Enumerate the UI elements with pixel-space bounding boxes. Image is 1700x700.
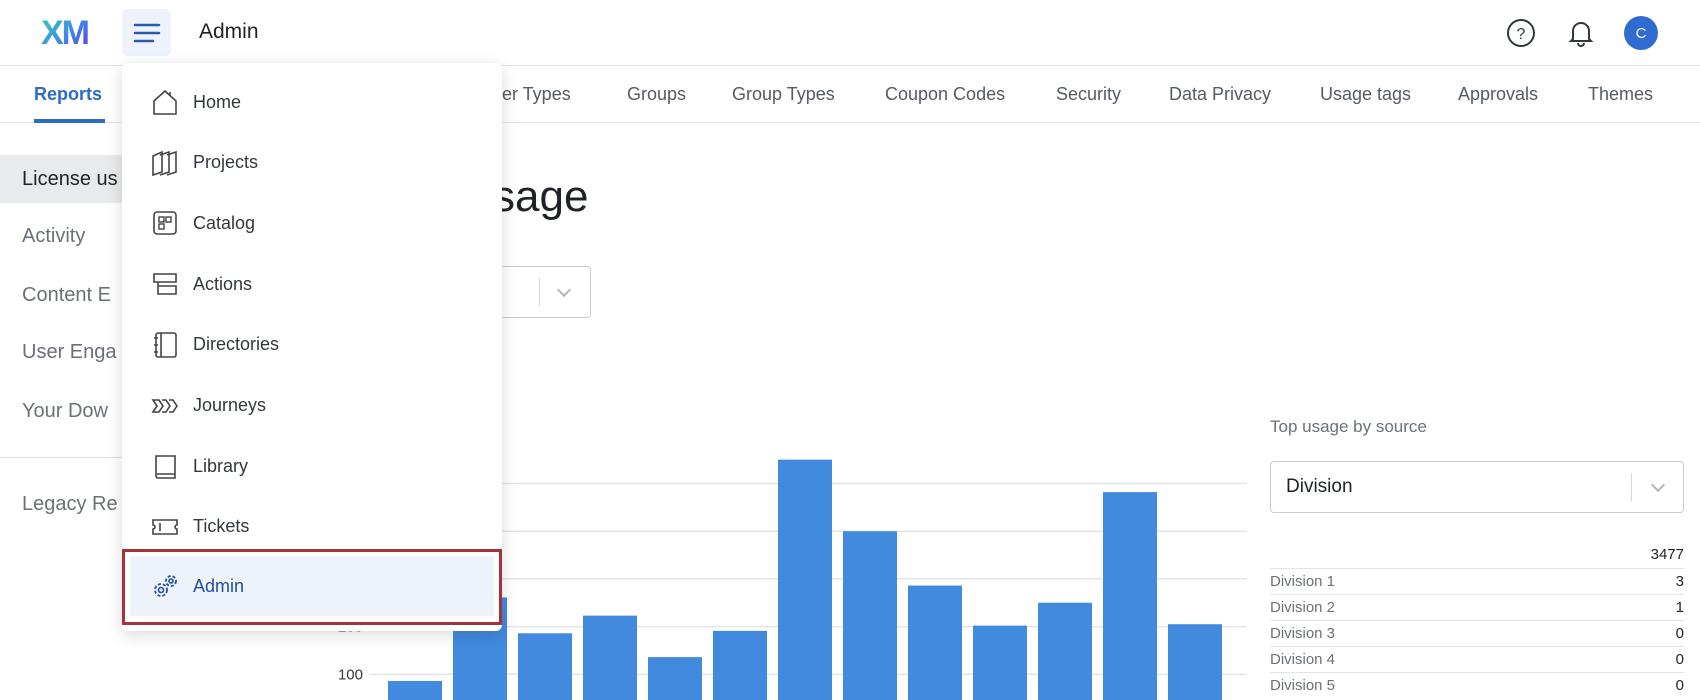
- row-name: Division 5: [1270, 677, 1336, 694]
- menu-button[interactable]: [122, 9, 171, 56]
- menu-item-admin[interactable]: Admin: [130, 556, 494, 616]
- catalog-icon: [153, 211, 177, 236]
- table-row: Division 5 0: [1270, 672, 1684, 698]
- bar[interactable]: [713, 630, 767, 700]
- bar[interactable]: [388, 680, 442, 700]
- menu-item-label: Library: [193, 455, 249, 476]
- tab-data-privacy[interactable]: Data Privacy: [1169, 84, 1272, 104]
- dropdown-separator: [1631, 473, 1632, 501]
- menu-item-label: Admin: [193, 575, 245, 596]
- tab-usage-tags[interactable]: Usage tags: [1320, 84, 1412, 104]
- usage-table: 3477 Division 1 3 Division 2 1 Division 3 0 Di…: [1270, 546, 1684, 698]
- app-title: Admin: [199, 20, 259, 43]
- top-usage-label: Top usage by source: [1270, 417, 1427, 436]
- menu-item-label: Home: [193, 91, 242, 112]
- tab-coupon-codes[interactable]: Coupon Codes: [885, 84, 1006, 104]
- tab-security[interactable]: Security: [1056, 84, 1122, 104]
- bar[interactable]: [843, 531, 897, 700]
- tab-themes[interactable]: Themes: [1588, 84, 1654, 104]
- chevron-down-icon: [1650, 477, 1666, 493]
- chevron-down-icon: [556, 282, 572, 298]
- bar[interactable]: [648, 657, 702, 700]
- tab-groups[interactable]: Groups: [627, 84, 687, 104]
- row-value: 3: [1675, 573, 1684, 590]
- tab-approvals[interactable]: Approvals: [1458, 84, 1539, 104]
- menu-icon: [133, 23, 160, 42]
- xm-logo[interactable]: XM: [41, 14, 90, 52]
- sidebar-item-license-usage[interactable]: License us: [0, 155, 130, 203]
- menu-item-actions[interactable]: Actions: [122, 254, 502, 314]
- gears-icon: [154, 575, 177, 597]
- menu-item-catalog[interactable]: Catalog: [122, 193, 502, 253]
- home-icon: [153, 89, 177, 115]
- bar[interactable]: [973, 625, 1027, 700]
- top-header: XM Admin ? C: [0, 0, 1700, 66]
- menu-item-label: Tickets: [193, 516, 250, 537]
- journeys-icon: [151, 398, 178, 413]
- tab-reports[interactable]: Reports: [34, 84, 103, 104]
- row-name: Division 1: [1270, 573, 1336, 590]
- sidebar-item-activity[interactable]: Activity: [22, 225, 86, 247]
- source-dropdown-value: Division: [1286, 476, 1353, 497]
- sidebar-divider: [0, 457, 130, 458]
- admin-tabs: Reports ser Types Groups Group Types Cou…: [0, 67, 1700, 123]
- directories-icon: [154, 331, 177, 358]
- menu-item-label: Catalog: [193, 212, 256, 233]
- table-row: Division 3 0: [1270, 620, 1684, 646]
- bar[interactable]: [1038, 602, 1092, 700]
- avatar[interactable]: C: [1624, 16, 1658, 50]
- tickets-icon: [152, 519, 178, 535]
- projects-icon: [152, 150, 177, 176]
- row-value: 0: [1675, 651, 1684, 668]
- bar[interactable]: [908, 585, 962, 700]
- bell-icon[interactable]: [1565, 17, 1597, 49]
- menu-item-projects[interactable]: Projects: [122, 133, 502, 193]
- menu-item-home[interactable]: Home: [122, 72, 502, 132]
- source-dropdown[interactable]: Division: [1270, 461, 1684, 513]
- menu-item-tickets[interactable]: Tickets: [122, 497, 502, 557]
- admin-highlight-box: [122, 549, 502, 625]
- page-title: sage: [493, 172, 589, 221]
- sidebar-item-downloads[interactable]: Your Dow: [22, 400, 108, 422]
- active-tab-indicator: [34, 119, 105, 123]
- bar[interactable]: [518, 633, 572, 700]
- sidebar-item-legacy-reports[interactable]: Legacy Re: [22, 493, 118, 515]
- bar[interactable]: [1168, 624, 1222, 700]
- usage-total: 3477: [1650, 546, 1684, 563]
- bar[interactable]: [1103, 492, 1157, 700]
- row-name: Division 3: [1270, 625, 1336, 642]
- menu-item-library[interactable]: Library: [122, 436, 502, 496]
- menu-item-label: Directories: [193, 334, 280, 355]
- sidebar-item-user-engagement[interactable]: User Enga: [22, 341, 117, 363]
- row-value: 0: [1675, 677, 1684, 694]
- table-row: Division 2 1: [1270, 594, 1684, 620]
- actions-icon: [153, 273, 177, 295]
- menu-item-label: Actions: [193, 273, 253, 294]
- row-name: Division 2: [1270, 599, 1336, 616]
- period-dropdown[interactable]: [420, 266, 591, 318]
- menu-item-label: Projects: [193, 152, 259, 173]
- sidebar-item-content[interactable]: Content E: [22, 284, 111, 306]
- table-row: Division 4 0: [1270, 646, 1684, 672]
- row-name: Division 4: [1270, 651, 1336, 668]
- tab-group-types[interactable]: Group Types: [732, 84, 835, 104]
- help-icon[interactable]: ?: [1505, 17, 1537, 49]
- nav-menu: Home Projects Catalog Actions Directories Jou…: [122, 63, 502, 631]
- tab-user-types[interactable]: ser Types: [493, 84, 571, 104]
- bar[interactable]: [778, 459, 832, 700]
- y-tick-label: 100: [338, 666, 363, 683]
- menu-item-journeys[interactable]: Journeys: [122, 376, 502, 436]
- menu-item-directories[interactable]: Directories: [122, 315, 502, 375]
- usage-chart: 100200: [338, 459, 1247, 700]
- svg-text:?: ?: [1517, 26, 1526, 43]
- menu-item-label: Journeys: [193, 395, 267, 415]
- row-value: 1: [1675, 599, 1684, 616]
- bar[interactable]: [583, 615, 637, 700]
- library-icon: [155, 455, 176, 479]
- dropdown-separator: [539, 278, 540, 306]
- row-value: 0: [1675, 625, 1684, 642]
- table-row: Division 1 3: [1270, 568, 1684, 594]
